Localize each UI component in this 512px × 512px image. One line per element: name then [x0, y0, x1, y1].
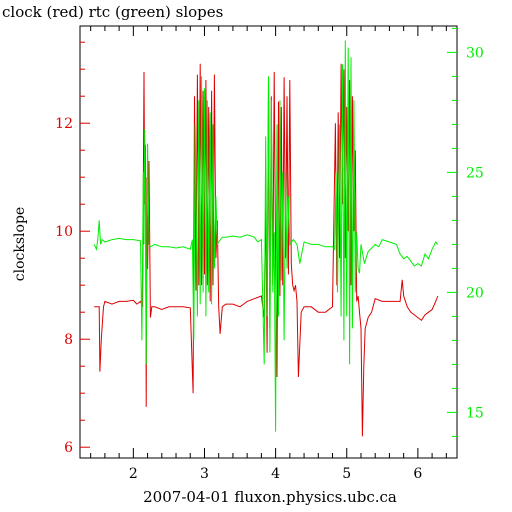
- x-axis-label: 2007-04-01 fluxon.physics.ubc.ca: [143, 488, 397, 506]
- y-tick-label: 12: [55, 116, 73, 132]
- x-tick-label: 5: [342, 466, 351, 482]
- x-tick-label: 2: [129, 466, 138, 482]
- y-tick-label: 8: [64, 332, 73, 348]
- y2-tick-label: 20: [466, 285, 484, 301]
- y-tick-label: 6: [64, 440, 73, 456]
- x-tick-label: 4: [271, 466, 280, 482]
- ticks-layer: 2 3 4 5 6 6 8 10 12 15 20 25 30: [55, 26, 484, 482]
- series-line-rtc: [93, 40, 439, 432]
- plot-frame: [79, 25, 458, 459]
- y2-tick-label: 30: [466, 45, 484, 61]
- x-tick-label: 3: [200, 466, 209, 482]
- y-axis-label: clockslope: [12, 207, 28, 281]
- x-tick-label: 6: [413, 466, 422, 482]
- y2-tick-label: 25: [466, 165, 484, 181]
- chart-title: clock (red) rtc (green) slopes: [2, 3, 223, 21]
- y2-tick-label: 15: [466, 405, 484, 421]
- y-tick-label: 10: [55, 224, 73, 240]
- series-line-clock: [94, 63, 439, 437]
- series-layer: [93, 40, 439, 437]
